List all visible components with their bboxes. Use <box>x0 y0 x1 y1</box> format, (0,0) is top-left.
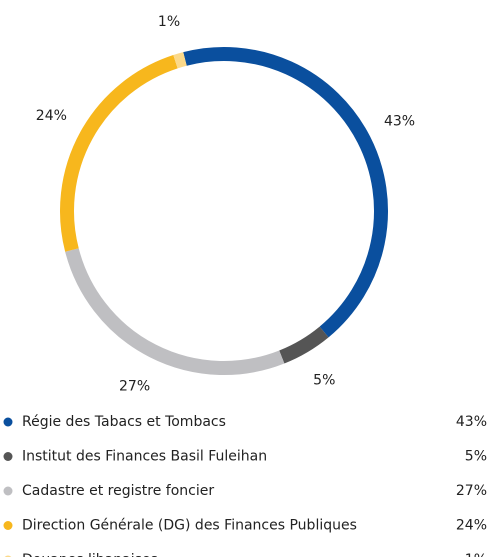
legend-swatch <box>3 452 13 461</box>
slice-label: 5% <box>313 373 335 389</box>
donut-slice <box>65 248 285 375</box>
donut-slice <box>173 52 187 69</box>
legend-value: 43% <box>456 414 487 430</box>
legend-value: 27% <box>456 483 487 499</box>
legend-value: 24% <box>456 518 487 534</box>
legend-label: Institut des Finances Basil Fuleihan <box>22 449 267 465</box>
slice-label: 27% <box>119 379 150 395</box>
legend-value: 1% <box>465 552 487 557</box>
legend-value: 5% <box>465 449 487 465</box>
donut-slice <box>183 47 388 338</box>
legend-swatch <box>3 417 13 427</box>
donut-slice <box>60 55 178 252</box>
legend-swatch <box>3 521 13 530</box>
donut-slice <box>279 326 329 364</box>
legend-label: Régie des Tabacs et Tombacs <box>22 414 226 430</box>
legend-label: Cadastre et registre foncier <box>22 483 214 499</box>
slice-label: 1% <box>158 14 180 30</box>
legend-swatch <box>3 486 13 496</box>
legend-label: Direction Générale (DG) des Finances Pub… <box>22 518 357 534</box>
slice-label: 43% <box>384 114 415 130</box>
slice-label: 24% <box>36 108 67 124</box>
legend-label: Douanes libanaises <box>22 552 158 557</box>
